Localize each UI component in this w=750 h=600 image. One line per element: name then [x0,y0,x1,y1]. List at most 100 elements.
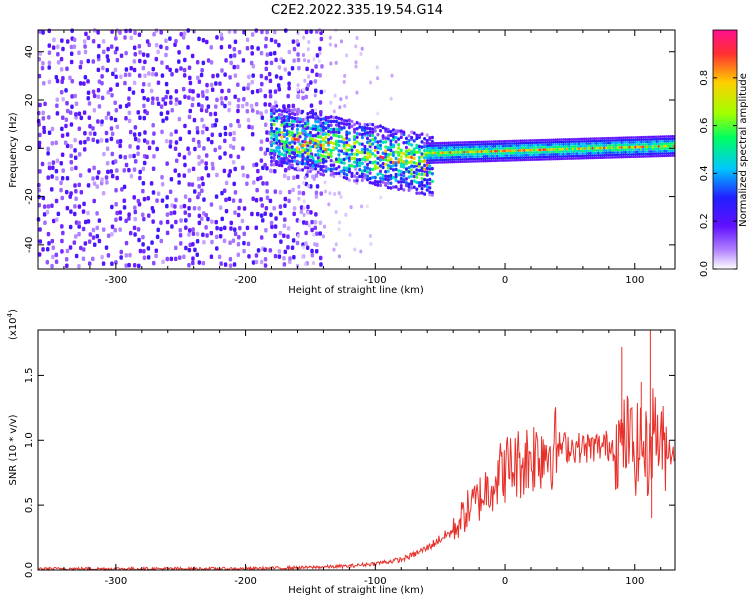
heatmap-cell-2003 [415,180,419,185]
heatmap-cell-2885 [577,147,581,150]
heatmap-cell-2118 [429,156,433,160]
heatmap-cell-2888 [579,152,583,155]
heatmap-cell-39 [45,209,50,215]
heatmap-cell-1334 [282,121,286,126]
heatmap-cell-581 [187,263,191,268]
heatmap-cell-353 [127,262,131,268]
heatmap-cell-1842 [384,162,388,167]
heatmap-cell-1795 [373,145,377,150]
heatmap-cell-3061 [612,143,616,147]
heatmap-cell-140 [69,44,74,50]
heatmap-cell-766 [227,44,232,49]
heatmap-cell-941 [274,57,278,63]
heatmap-cell-3005 [601,146,604,150]
heatmap-cell-1431 [301,109,305,114]
heatmap-cell-2927 [587,154,590,157]
heatmap-cell-1894 [391,132,395,136]
heatmap-cell-3335 [665,144,668,148]
heatmap-cell-2688 [540,153,544,156]
heatmap-cell-2272 [459,146,462,149]
heatmap-cell-2395 [482,150,485,153]
heatmap-cell-2807 [564,155,567,158]
heatmap-cell-3322 [663,140,666,143]
heatmap-cell-54 [50,263,54,269]
heatmap-cell-1305 [277,139,281,144]
heatmap-cell-2877 [577,154,581,158]
heatmap-cell-357 [127,212,131,217]
heatmap-cell-30 [43,101,47,107]
heatmap-cell-949 [278,210,283,216]
heatmap-cell-157 [74,112,78,117]
heatmap-cell-1855 [386,174,390,179]
snr-x-ticks: -300 -200 -100 0 100 [37,330,662,587]
heatmap-cell-1820 [379,146,383,151]
heatmap-cell-2515 [505,149,509,153]
heatmap-cell-1999 [412,139,416,143]
heatmap-cell-1415 [298,131,302,135]
heatmap-cell-1746 [366,177,370,182]
heatmap-cell-2259 [457,153,460,156]
heatmap-cell-3092 [618,141,622,144]
heatmap-cell-1193 [328,42,332,47]
heatmap-cell-2257 [457,158,460,161]
heatmap-cell-1668 [347,148,351,152]
heatmap-cell-613 [193,146,197,152]
heatmap-cell-2841 [570,145,573,148]
heatmap-cell-1345 [285,137,289,141]
heatmap-cell-3181 [636,143,639,146]
heatmap-cell-2001 [415,191,419,195]
heatmap-cell-1391 [293,133,297,137]
heatmap-cell-2414 [486,140,489,144]
heatmap-cell-708 [213,111,218,117]
heatmap-cell-504 [164,138,169,144]
heatmap-cell-1926 [399,170,403,174]
heatmap-cell-423 [142,138,147,143]
heatmap-cell-1819 [379,155,383,159]
heatmap-cell-815 [241,58,246,63]
heatmap-cell-2901 [581,144,585,148]
heatmap-cell-275 [104,130,109,136]
heatmap-cell-830 [245,37,250,43]
heatmap-cell-2412 [486,145,489,148]
heatmap-cell-1442 [303,124,307,128]
heatmap-cell-2114 [427,142,431,145]
heatmap-cell-410 [137,32,142,38]
heatmap-cell-1468 [308,133,312,138]
heatmap-cell-1186 [322,89,326,94]
heatmap-cell-1269 [270,111,274,116]
heatmap-cell-2271 [459,148,462,152]
heatmap-cell-2752 [552,143,555,146]
heatmap-cell-1134 [297,184,301,189]
heatmap-cell-2324 [468,140,472,144]
heatmap-cell-3345 [667,144,670,148]
heatmap-cell-115 [65,132,70,137]
heatmap-cell-226 [92,93,97,99]
heatmap-cell-3346 [669,154,672,157]
heatmap-cell-2526 [509,159,513,162]
heatmap-cell-2895 [579,147,583,150]
heatmap-cell-82 [56,60,61,65]
heatmap-cell-3016 [605,156,608,159]
heatmap-cell-871 [258,175,263,181]
heatmap-cell-1053 [301,95,305,101]
heatmap-cell-1381 [290,119,294,123]
heatmap-cell-2242 [453,146,456,149]
heatmap-cell-1209 [339,194,343,199]
heatmap-cell-1636 [342,166,346,170]
heatmap-cell-2192 [443,146,446,150]
heatmap-cell-2513 [505,142,509,145]
heatmap-cell-98 [61,115,65,121]
heatmap-cell-1922 [399,184,403,188]
heatmap-cell-924 [269,60,274,66]
heatmap-cell-1960 [404,136,408,141]
heatmap-cell-2897 [581,154,585,158]
heatmap-cell-3212 [642,140,645,144]
heatmap-cell-3211 [642,143,645,146]
heatmap-cell-1019 [290,65,295,71]
heatmap-cell-609 [192,205,197,211]
heatmap-cell-2060 [425,173,429,177]
heatmap-cell-1059 [304,220,309,226]
heatmap-cell-367 [127,86,132,92]
heatmap-cell-1388 [293,148,297,152]
heatmap-cell-25 [40,161,45,167]
